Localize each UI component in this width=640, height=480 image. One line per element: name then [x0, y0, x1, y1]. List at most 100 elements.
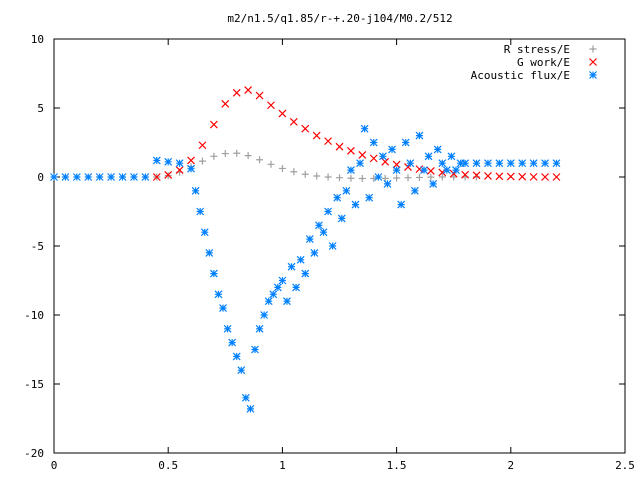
series-2: [152, 124, 561, 413]
data-point: [358, 175, 366, 183]
data-point: [255, 324, 264, 333]
data-point: [358, 150, 367, 159]
y-tick-label: -20: [24, 447, 44, 460]
data-point: [420, 166, 428, 175]
data-point: [175, 166, 184, 175]
data-point: [383, 179, 392, 188]
data-point: [337, 214, 346, 223]
series-0: [153, 149, 481, 183]
data-point: [187, 156, 195, 165]
x-tick-label: 0.5: [158, 459, 178, 472]
data-point: [324, 173, 332, 181]
data-point: [315, 221, 323, 230]
data-point: [221, 99, 230, 108]
data-point: [152, 156, 161, 165]
x-tick-label: 2: [507, 459, 514, 472]
data-point: [310, 248, 319, 257]
data-point: [404, 174, 412, 182]
data-point: [200, 228, 209, 237]
data-point: [347, 174, 355, 182]
data-point: [429, 179, 438, 188]
y-tick-label: 10: [31, 33, 44, 46]
data-point: [415, 165, 424, 174]
data-point: [246, 404, 255, 413]
data-point: [196, 207, 205, 216]
data-point: [461, 159, 470, 168]
data-point: [164, 171, 173, 179]
data-point: [223, 324, 232, 333]
data-point: [278, 164, 286, 172]
data-point: [381, 174, 389, 182]
data-point: [369, 138, 378, 147]
data-point: [397, 200, 406, 209]
legend-marker: [589, 45, 597, 53]
x-tick-label: 0: [51, 459, 58, 472]
x-tick-label: 1: [279, 459, 286, 472]
legend-marker: [589, 58, 597, 66]
data-point: [232, 352, 241, 361]
plot-area: [50, 86, 561, 413]
data-point: [541, 159, 549, 168]
data-point: [342, 186, 351, 195]
y-tick-label: 5: [37, 102, 44, 115]
data-point: [356, 159, 364, 168]
data-point: [472, 171, 481, 180]
data-point: [351, 200, 360, 209]
data-point: [319, 228, 328, 237]
legend-label: R stress/E: [504, 43, 570, 56]
data-point: [72, 173, 81, 181]
data-point: [241, 393, 250, 402]
data-point: [292, 283, 301, 292]
data-point: [107, 173, 116, 181]
data-point: [392, 160, 401, 169]
data-point: [273, 283, 282, 292]
data-point: [191, 186, 200, 195]
data-point: [244, 86, 253, 94]
data-point: [260, 311, 269, 319]
data-point: [237, 366, 246, 375]
data-point: [456, 159, 465, 168]
data-point: [427, 173, 435, 181]
axes: 0 0.5 1 1.5 2 2.5 -20 -15 -10 -5 0 5 10: [24, 33, 635, 472]
data-point: [278, 276, 287, 285]
data-point: [438, 173, 446, 181]
plot-frame: [53, 38, 626, 454]
data-point: [447, 152, 456, 161]
series-2-extra: [50, 173, 150, 181]
data-point: [346, 166, 355, 175]
legend-marker: [589, 71, 597, 79]
data-point: [95, 173, 104, 181]
y-tick-label: -5: [31, 240, 44, 253]
x-tick-label: 2.5: [615, 459, 635, 472]
data-point: [324, 207, 333, 216]
x-tick-label: 1.5: [387, 459, 407, 472]
data-point: [289, 117, 298, 126]
data-point: [333, 193, 342, 202]
data-point: [369, 154, 378, 163]
data-point: [541, 173, 549, 181]
data-point: [175, 159, 184, 168]
data-point: [472, 159, 481, 168]
data-point: [267, 160, 275, 168]
data-point: [296, 255, 305, 264]
data-point: [328, 242, 337, 250]
data-point: [484, 171, 492, 180]
data-point: [130, 173, 138, 181]
data-point: [484, 159, 492, 168]
data-point: [529, 172, 538, 181]
data-point: [209, 269, 218, 278]
data-point: [415, 173, 423, 181]
data-point: [433, 145, 442, 154]
data-point: [187, 164, 195, 173]
data-point: [301, 269, 310, 278]
data-point: [290, 168, 298, 176]
data-point: [392, 166, 401, 175]
y-tick-label: -15: [24, 378, 44, 391]
legend-label: Acoustic flux/E: [471, 69, 570, 82]
data-point: [198, 141, 207, 150]
chart-title: m2/n1.5/q1.85/r-+.20-j104/M0.2/512: [227, 12, 452, 25]
data-point: [324, 137, 333, 146]
data-point: [287, 262, 296, 271]
